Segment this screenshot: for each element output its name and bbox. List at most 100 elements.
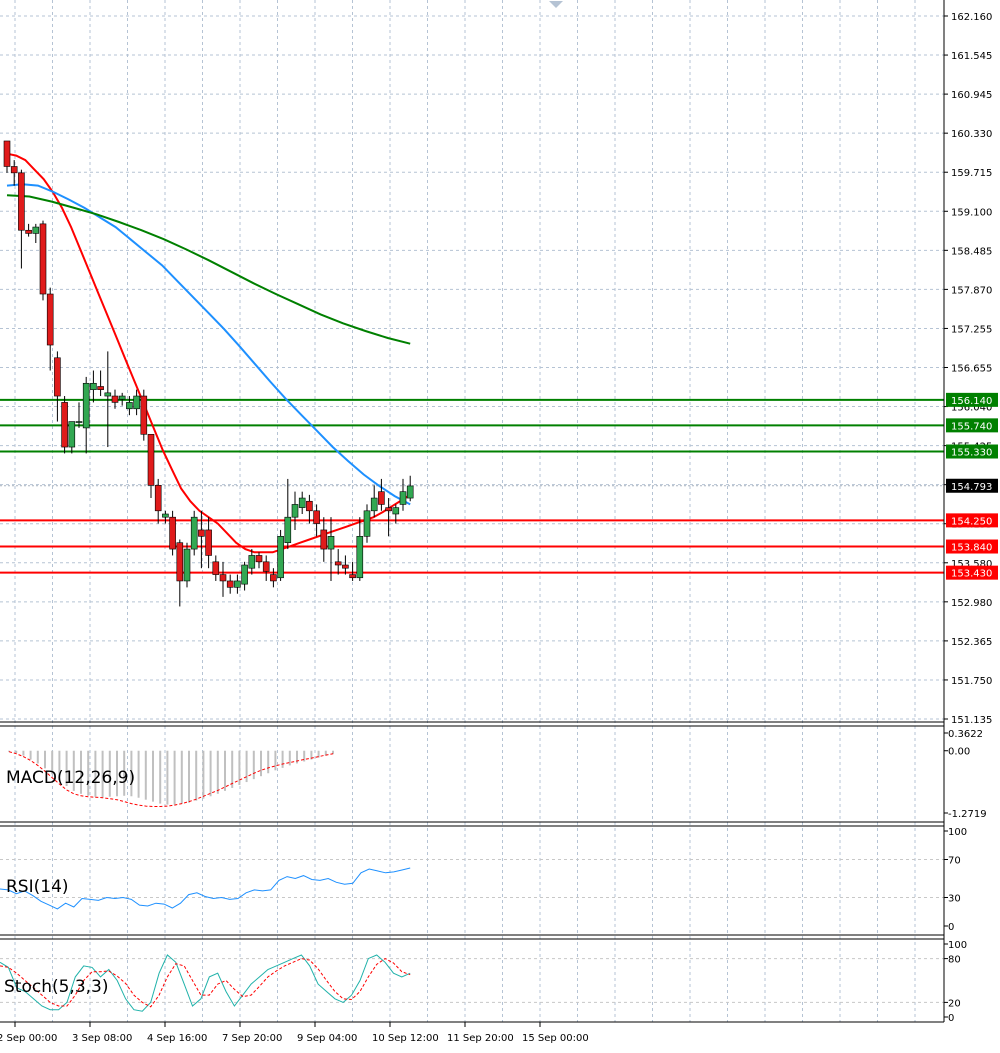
candle-body [349,574,356,579]
rsi-tick-label: 100 [948,827,967,838]
candle-body [18,172,25,231]
macd-tick-label: -1.2719 [948,809,987,820]
time-tick-label: 4 Sep 16:00 [147,1033,207,1044]
time-tick-label: 15 Sep 00:00 [522,1033,589,1044]
level-label: 156.140 [951,396,992,407]
time-tick-label: 11 Sep 20:00 [447,1033,514,1044]
candle-body [169,516,176,550]
price-tick-label: 161.545 [951,51,992,62]
price-tick-label: 156.655 [951,364,992,375]
candle-body [133,395,140,410]
candle-body [306,500,313,512]
candle-body [176,542,184,582]
candle-body [262,561,270,572]
level-label-bg [946,565,998,580]
candle-body [68,421,76,448]
time-tick-label: 10 Sep 12:00 [372,1033,439,1044]
candle-body [248,555,256,569]
candle-body [356,536,364,579]
level-label: 155.330 [951,448,992,459]
candle-body [154,485,162,512]
candle-body [277,536,284,579]
candle-body [140,395,148,435]
candle-body [126,402,133,410]
candle-body [162,513,169,518]
stoch-tick-label: 100 [948,940,967,951]
candle-body [205,529,212,556]
moving-average-line [6,194,411,345]
candle-body [298,497,306,508]
candle-body [291,504,299,518]
price-tick-label: 159.100 [951,207,992,218]
rsi-title: RSI(14) [6,877,69,897]
stoch-tick-label: 20 [948,998,961,1009]
rsi-tick-label: 30 [948,894,961,905]
candle-body [25,229,32,234]
candle-body [270,574,277,582]
candle-body [75,421,83,423]
candle-body [111,395,119,403]
candle-body [327,536,335,550]
price-tick-label: 157.870 [951,285,992,296]
candle-body [313,510,320,524]
current-price-label: 154.793 [951,482,992,493]
moving-average-line [6,183,411,506]
stoch-k-line [0,954,411,1012]
candle-body [39,223,47,295]
candle-body [118,395,126,400]
candle-body [46,293,54,346]
price-tick-label: 151.750 [951,676,992,687]
candle-body [342,564,349,569]
price-tick-label: 152.365 [951,637,992,648]
macd-panel [8,750,334,807]
stoch-tick-label: 80 [948,955,961,966]
candle-body [226,580,234,588]
price-tick-label: 159.715 [951,168,992,179]
rsi-tick-label: 70 [948,856,961,867]
candle-body [198,529,205,537]
candle-body [147,433,155,486]
price-tick-label: 156.040 [951,403,992,414]
time-tick-label: 9 Sep 04:00 [297,1033,357,1044]
price-tick-label: 160.945 [951,90,992,101]
stoch-d-line [0,958,411,1008]
macd-tick-label: 0.00 [948,747,970,758]
macd-tick-label: 0.3622 [948,729,983,740]
candle-body [392,507,400,515]
candle-body [104,392,112,397]
grid-lines [0,0,944,1022]
level-label-bg [946,418,998,433]
candle-body [61,402,68,448]
candle-body [212,561,220,575]
macd-signal-line [8,751,334,807]
candle-body [320,529,328,550]
rsi-tick-label: 0 [948,922,954,933]
candle-body [255,555,263,563]
stoch-title: Stoch(5,3,3) [4,977,109,997]
level-label-bg [946,539,998,554]
candle-body [32,226,40,234]
level-label: 154.250 [951,516,992,527]
candle-body [82,382,90,429]
candle-body [90,382,97,390]
rsi-panel [0,859,944,910]
price-tick-label: 152.980 [951,598,992,609]
candle-body [219,574,227,582]
stoch-panel [0,954,944,1012]
candle-body [385,507,392,512]
price-tick-label: 157.255 [951,324,992,335]
candle-body [97,386,104,390]
level-label-bg [946,513,998,528]
time-tick-label: 3 Sep 08:00 [72,1033,132,1044]
level-label: 153.430 [951,569,992,580]
rsi-line [0,867,411,910]
candle-body [370,497,378,512]
candle-body [10,166,18,174]
stoch-tick-label: 0 [948,1013,954,1024]
labels: MACD(12,26,9) RSI(14) Stoch(5,3,3) [4,768,135,997]
price-panel [0,140,944,607]
macd-title: MACD(12,26,9) [6,768,135,788]
scroll-marker-icon[interactable] [549,1,563,8]
